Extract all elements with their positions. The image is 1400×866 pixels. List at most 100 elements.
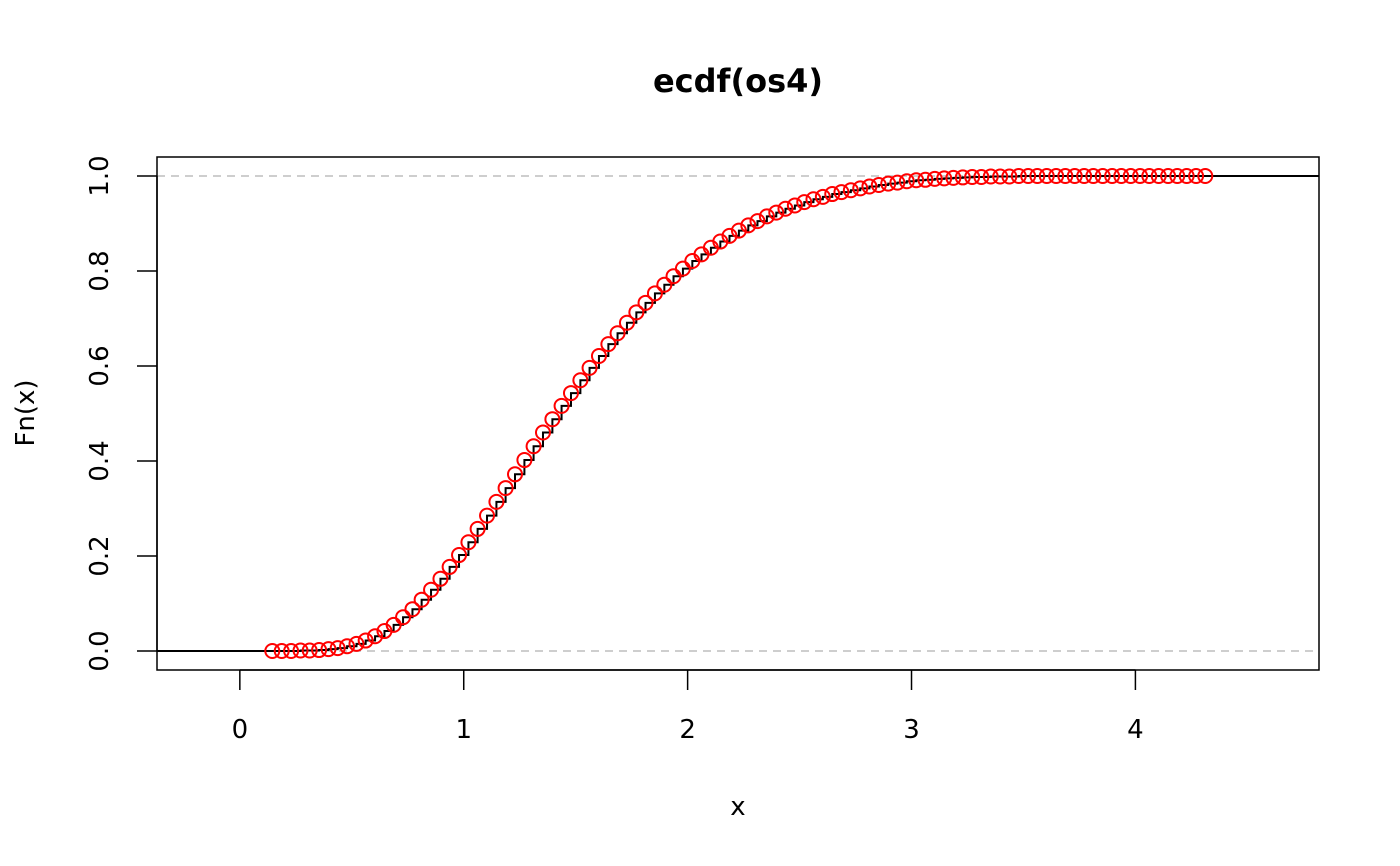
data-point <box>758 208 775 225</box>
data-point <box>590 348 607 365</box>
data-point <box>954 169 971 186</box>
data-point <box>357 632 374 649</box>
data-point <box>1057 168 1074 184</box>
y-axis: 0.0 0.2 0.4 0.6 0.8 1.0 <box>85 155 158 672</box>
data-point <box>889 174 906 191</box>
data-point <box>721 227 738 244</box>
reference-lines <box>157 175 1319 652</box>
data-point <box>618 314 635 331</box>
data-point <box>917 171 934 188</box>
y-tick-label: 1.0 <box>85 155 115 196</box>
y-tick-label: 0.4 <box>85 440 115 481</box>
data-point <box>572 372 589 389</box>
y-tick-label: 0.8 <box>85 250 115 291</box>
data-point <box>469 520 486 537</box>
data-point <box>1001 168 1018 185</box>
data-point <box>581 359 598 376</box>
data-point <box>1150 168 1167 184</box>
data-point <box>1048 168 1065 184</box>
data-point <box>311 642 328 659</box>
data-point <box>861 178 878 195</box>
data-point <box>1029 168 1046 184</box>
data-point <box>992 168 1009 185</box>
data-point <box>273 643 290 659</box>
x-tick-label: 0 <box>232 715 249 745</box>
data-point <box>1094 168 1111 184</box>
data-point <box>507 466 523 483</box>
data-point <box>646 285 663 302</box>
data-point <box>842 182 859 199</box>
data-point <box>488 493 505 510</box>
data-point <box>814 188 831 205</box>
data-point <box>516 452 533 469</box>
data-point <box>451 547 468 564</box>
data-point <box>348 635 365 652</box>
data-point <box>1085 168 1102 184</box>
data-point <box>805 191 822 208</box>
data-point <box>1113 168 1130 184</box>
data-point <box>1169 168 1186 184</box>
data-point <box>413 591 430 608</box>
data-point <box>749 213 766 230</box>
data-point <box>973 168 990 185</box>
data-point <box>880 175 897 192</box>
x-axis-label: x <box>730 792 745 822</box>
y-tick-label: 0.6 <box>85 345 115 386</box>
x-tick-label: 2 <box>679 715 696 745</box>
data-point <box>898 173 915 190</box>
data-point <box>1122 168 1139 184</box>
data-point <box>768 204 785 221</box>
data-point <box>562 385 579 402</box>
data-point <box>964 168 981 185</box>
data-point <box>833 184 850 201</box>
data-point <box>777 200 794 217</box>
x-tick-label: 4 <box>1127 715 1144 745</box>
data-point <box>852 180 869 197</box>
data-point <box>982 168 999 185</box>
data-point <box>423 581 440 598</box>
data-point <box>1197 168 1214 184</box>
data-point <box>320 641 337 658</box>
data-point <box>637 294 654 311</box>
data-point <box>730 222 747 239</box>
data-point <box>926 170 943 187</box>
data-point <box>395 609 412 626</box>
data-point <box>339 638 356 655</box>
data-point <box>1188 168 1205 184</box>
data-point <box>796 194 813 211</box>
data-point <box>479 507 496 524</box>
data-point <box>367 628 384 645</box>
ecdf-step-line <box>157 175 1319 652</box>
data-point <box>786 197 803 214</box>
data-point <box>1104 168 1121 184</box>
data-point <box>628 304 645 321</box>
data-point <box>600 336 617 353</box>
x-tick-label: 1 <box>455 715 472 745</box>
ecdf-step-path <box>157 175 1319 652</box>
data-point <box>656 276 673 293</box>
data-point <box>870 177 887 194</box>
x-tick-label: 3 <box>903 715 920 745</box>
data-point <box>1038 168 1055 184</box>
data-point <box>1141 168 1158 184</box>
data-point <box>1132 168 1149 184</box>
data-point <box>432 570 449 587</box>
data-point <box>329 640 346 657</box>
data-point <box>740 217 757 234</box>
data-point <box>525 438 542 455</box>
data-point <box>441 558 458 575</box>
data-point <box>283 643 300 659</box>
data-point <box>497 480 514 497</box>
data-point <box>908 172 925 189</box>
data-point <box>544 411 561 428</box>
y-tick-label: 0.2 <box>85 535 115 576</box>
data-point <box>824 186 841 203</box>
data-point <box>553 397 570 414</box>
data-point <box>292 642 309 659</box>
data-point <box>460 534 477 551</box>
y-tick-label: 0.0 <box>85 630 115 671</box>
data-point <box>1178 168 1195 184</box>
y-axis-label: Fn(x) <box>11 379 41 446</box>
data-point <box>404 601 421 618</box>
